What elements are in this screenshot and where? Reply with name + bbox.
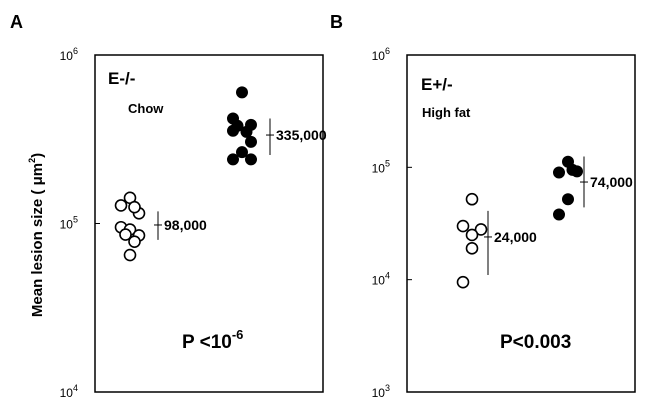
panel-letter-b: B bbox=[330, 12, 343, 32]
panel-letter-a: A bbox=[10, 12, 23, 32]
panel-a-y-tick-label: 106 bbox=[60, 46, 78, 63]
panel-a-y-tick-exp: 6 bbox=[73, 46, 78, 56]
panel-b-y-tick-exp: 5 bbox=[385, 158, 390, 168]
panel-a-p-value-prefix: P <10 bbox=[182, 332, 232, 353]
panel-b-frame bbox=[406, 54, 636, 393]
panel-b-filled-point bbox=[571, 165, 583, 178]
panel-b-open-point bbox=[474, 223, 488, 236]
panel-b-y-tick-exp: 6 bbox=[385, 46, 390, 56]
panel-a-open-point bbox=[114, 199, 128, 212]
panel-b-group-label: E+/- bbox=[421, 75, 453, 94]
panel-b-mean-label: 74,000 bbox=[590, 174, 633, 190]
panel-b-open-point bbox=[465, 228, 479, 242]
panel-b-p-value-prefix: P<0.003 bbox=[500, 332, 571, 353]
panel-b-points: 24,000 74,000 bbox=[456, 155, 633, 289]
panel-a-y-tick-label: 105 bbox=[60, 215, 78, 232]
y-axis-label-sup: 2 bbox=[27, 158, 37, 163]
y-axis-label-close: ) bbox=[29, 153, 46, 158]
panel-a-filled-point bbox=[236, 86, 248, 99]
panel-a-open-point bbox=[128, 200, 141, 214]
panel-a-y-tick-exp: 4 bbox=[73, 383, 78, 393]
panel-a-p-value: P <10-6 bbox=[182, 327, 243, 353]
panel-b-y-tick-exp: 3 bbox=[385, 383, 390, 393]
panel-b-y-tick-label: 104 bbox=[372, 271, 390, 288]
panel-b-filled-point bbox=[562, 193, 574, 206]
panel-a-y-tick-exp: 5 bbox=[73, 215, 78, 225]
panel-a-points: 98,000 335,000 bbox=[114, 86, 327, 262]
panel-b-open-point bbox=[465, 242, 479, 255]
panel-a-open-point bbox=[119, 228, 132, 241]
panel-b-y-tick-label: 105 bbox=[372, 158, 390, 175]
panel-a-diet-label: Chow bbox=[128, 101, 164, 116]
y-axis-label: Mean lesion size ( μm2) bbox=[27, 153, 46, 317]
panel-a-filled-point bbox=[245, 135, 257, 148]
panel-a-filled-point bbox=[245, 153, 257, 166]
panel-b-mean-label: 24,000 bbox=[494, 229, 537, 245]
panel-b-y-tick-label: 106 bbox=[372, 46, 390, 63]
panel-b-y-tick-label: 103 bbox=[372, 383, 390, 400]
panel-b-open-point bbox=[456, 219, 470, 233]
y-axis-label-main: Mean lesion size ( μm bbox=[29, 163, 46, 317]
panel-b-filled-point bbox=[553, 166, 565, 179]
panel-a-y-tick-base: 10 bbox=[60, 386, 74, 400]
panel-b-open-point bbox=[465, 192, 479, 206]
panel-b-y-tick-base: 10 bbox=[372, 49, 386, 63]
panel-b-filled-point bbox=[553, 208, 565, 221]
panel-b-y-tick-exp: 4 bbox=[385, 271, 390, 281]
panel-a-filled-point bbox=[227, 153, 239, 166]
panel-a-mean-label: 98,000 bbox=[164, 217, 207, 233]
panel-a-mean-label: 335,000 bbox=[276, 127, 327, 143]
panel-b-y-tick-base: 10 bbox=[372, 386, 386, 400]
panel-a-open-point bbox=[123, 248, 137, 262]
panel-a-open-point bbox=[128, 235, 141, 248]
panel-a-y-tick-base: 10 bbox=[60, 49, 74, 63]
panel-a-y-tick-base: 10 bbox=[60, 218, 74, 232]
panel-a-y-tick-label: 104 bbox=[60, 383, 78, 400]
panel-a-filled-point bbox=[227, 124, 239, 137]
panel-a-filled-point bbox=[240, 125, 253, 138]
panel-b-y-tick-base: 10 bbox=[372, 161, 386, 175]
panel-b-y-tick-base: 10 bbox=[372, 274, 386, 288]
panel-b-p-value: P<0.003 bbox=[500, 332, 571, 353]
panel-b-open-point bbox=[456, 275, 470, 289]
panel-a-filled-point bbox=[236, 146, 248, 159]
panel-a-p-value-exp: -6 bbox=[232, 327, 244, 342]
panel-a-group-label: E-/- bbox=[108, 69, 135, 88]
panel-b-diet-label: High fat bbox=[422, 105, 471, 120]
